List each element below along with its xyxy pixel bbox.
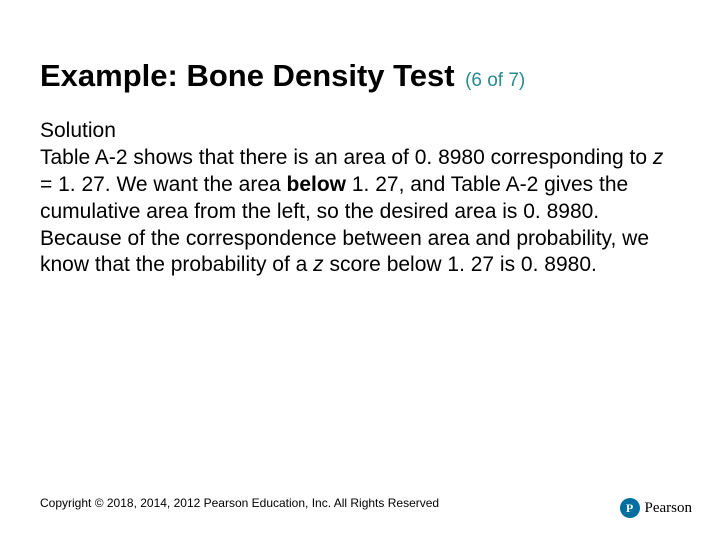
p1-a: Table A-2 shows that there is an area of… [40, 146, 653, 169]
p1-b: = 1. 27. We want the area [40, 173, 287, 196]
p2-z: z [313, 253, 324, 276]
p1-z: z [653, 146, 664, 169]
pearson-logo-text: Pearson [645, 500, 693, 517]
pearson-logo-icon: P [620, 498, 640, 518]
solution-label: Solution [40, 119, 116, 142]
copyright-footer: Copyright © 2018, 2014, 2012 Pearson Edu… [40, 496, 439, 510]
pearson-logo: P Pearson [620, 498, 693, 518]
slide-container: Example: Bone Density Test (6 of 7) Solu… [0, 0, 720, 540]
body-text: Solution Table A-2 shows that there is a… [40, 118, 680, 279]
title-pagination: (6 of 7) [465, 70, 525, 91]
title-main: Example: Bone Density Test [40, 58, 455, 93]
p1-below: below [287, 173, 347, 196]
p2-b: score below 1. 27 is 0. 8980. [324, 253, 597, 276]
slide-title: Example: Bone Density Test (6 of 7) [40, 58, 680, 94]
